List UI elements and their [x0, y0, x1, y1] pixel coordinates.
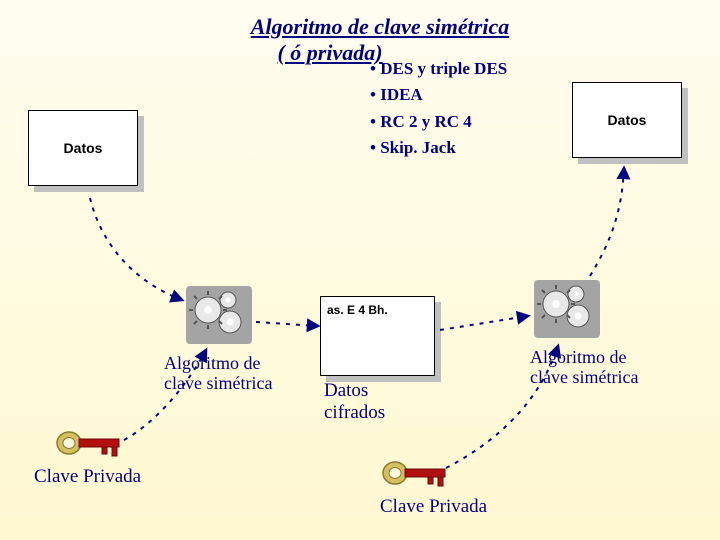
cipher-text: as. E 4 Bh. — [327, 303, 428, 317]
key-icon-right — [380, 456, 450, 490]
cipher-label-line1: Datos — [324, 380, 385, 402]
datos-right-label: Datos — [608, 112, 647, 128]
gears-icon-right — [532, 278, 602, 340]
key-label-left: Clave Privada — [34, 466, 141, 488]
datos-box-right: Datos — [578, 88, 688, 164]
cipher-label: Datos cifrados — [324, 380, 385, 424]
algo-label-right-2: clave simétrica — [530, 368, 660, 388]
algo-label-left: Algoritmo de clave simétrica — [164, 354, 294, 394]
algorithm-list: • DES y triple DES • IDEA • RC 2 y RC 4 … — [370, 56, 507, 161]
key-icon-left — [54, 426, 124, 460]
algo-item-rc: • RC 2 y RC 4 — [370, 109, 507, 135]
title-line-1: Algoritmo de clave simétrica — [40, 14, 720, 40]
datos-left-label: Datos — [64, 140, 103, 156]
algo-item-idea: • IDEA — [370, 82, 507, 108]
algo-label-left-2: clave simétrica — [164, 374, 294, 394]
datos-box-right-inner: Datos — [572, 82, 682, 158]
cipher-label-line2: cifrados — [324, 402, 385, 424]
algo-item-skipjack: • Skip. Jack — [370, 135, 507, 161]
algo-label-left-1: Algoritmo de — [164, 354, 294, 374]
gears-icon-left — [184, 284, 254, 346]
datos-box-left: Datos — [34, 116, 144, 192]
algo-item-des: • DES y triple DES — [370, 56, 507, 82]
title-line-2: ( ó privada) — [277, 40, 382, 66]
slide-title: Algoritmo de clave simétrica ( ó privada… — [0, 14, 720, 66]
algo-label-right-1: Algoritmo de — [530, 348, 660, 368]
key-label-right: Clave Privada — [380, 496, 487, 518]
algo-label-right: Algoritmo de clave simétrica — [530, 348, 660, 388]
cipher-box: as. E 4 Bh. — [326, 302, 441, 382]
datos-box-left-inner: Datos — [28, 110, 138, 186]
cipher-box-inner: as. E 4 Bh. — [320, 296, 435, 376]
